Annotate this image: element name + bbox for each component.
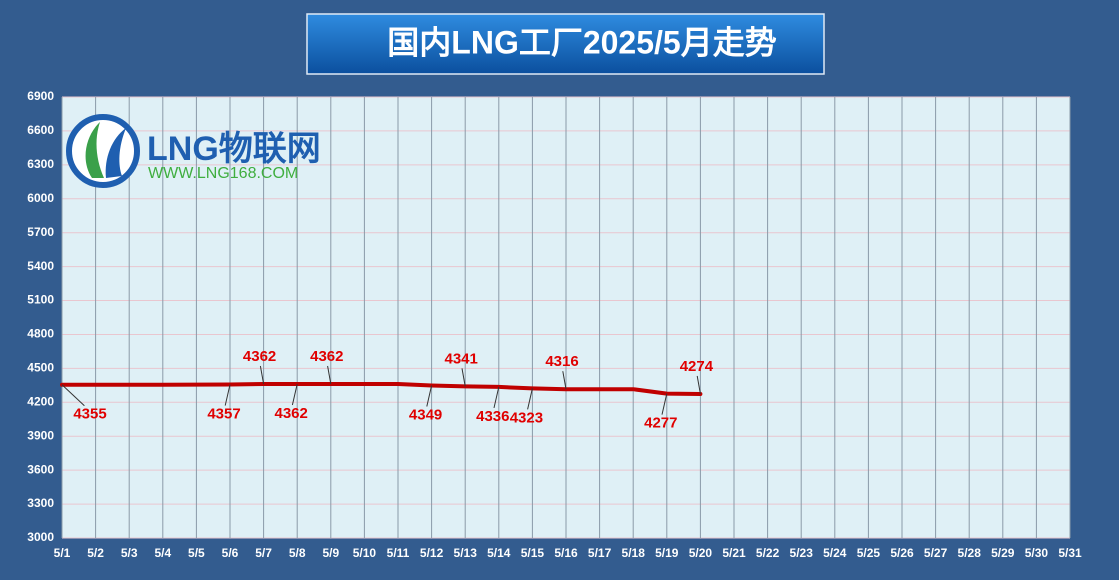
leader-line (61, 384, 85, 407)
leader-line (327, 365, 332, 385)
x-tick-label: 5/27 (924, 546, 948, 560)
x-tick-label: 5/23 (790, 546, 814, 560)
data-label: 4341 (445, 350, 478, 367)
x-tick-label: 5/11 (387, 546, 410, 560)
data-label: 4362 (310, 348, 343, 365)
y-tick-label: 3900 (27, 428, 54, 442)
x-tick-label: 5/7 (255, 546, 272, 560)
logo-url: WWW.LNG168.COM (148, 165, 298, 182)
y-tick-label: 4500 (27, 361, 54, 375)
data-label: 4355 (73, 406, 106, 423)
data-label: 4316 (545, 353, 578, 370)
x-tick-label: 5/18 (622, 546, 646, 560)
x-tick-label: 5/26 (890, 546, 914, 560)
x-tick-label: 5/14 (487, 546, 511, 560)
title-box (306, 13, 825, 75)
logo: LNG物联网 WWW.LNG168.COM (66, 114, 321, 188)
x-tick-label: 5/5 (188, 546, 205, 560)
x-tick-label: 5/31 (1058, 546, 1082, 560)
leader-line (224, 384, 231, 406)
y-tick-label: 5700 (27, 225, 54, 239)
x-tick-label: 5/10 (353, 546, 377, 560)
x-tick-label: 5/12 (420, 546, 444, 560)
data-label: 4349 (409, 406, 442, 423)
y-tick-label: 6900 (27, 89, 54, 103)
logo-ring (66, 114, 140, 188)
leader-line (493, 386, 500, 409)
y-tick-label: 6000 (27, 191, 54, 205)
y-tick-label: 4800 (27, 327, 54, 341)
y-tick-label: 6600 (27, 123, 54, 137)
y-tick-label: 5400 (27, 259, 54, 273)
data-label: 4362 (243, 348, 276, 365)
chart-title: 国内LNG工厂2025/5月走势 (387, 24, 776, 60)
x-tick-label: 5/17 (588, 546, 612, 560)
x-tick-label: 5/21 (722, 546, 746, 560)
logo-text: LNG物联网 (147, 130, 321, 168)
x-tick-label: 5/3 (121, 546, 138, 560)
data-label: 4362 (275, 405, 308, 422)
y-tick-label: 3000 (27, 530, 54, 544)
y-tick-label: 6300 (27, 157, 54, 171)
x-tick-label: 5/1 (54, 546, 71, 560)
y-tick-label: 3300 (27, 496, 54, 510)
x-tick-label: 5/6 (222, 546, 239, 560)
leader-line (259, 365, 265, 385)
x-tick-label: 5/28 (958, 546, 982, 560)
logo-leaf (85, 122, 104, 178)
leader-line (562, 371, 567, 390)
x-tick-label: 5/13 (454, 546, 478, 560)
x-tick-label: 5/24 (823, 546, 847, 560)
x-tick-label: 5/20 (689, 546, 713, 560)
x-tick-label: 5/15 (521, 546, 545, 560)
x-tick-label: 5/8 (289, 546, 306, 560)
data-label: 4274 (680, 358, 714, 375)
x-tick-label: 5/25 (857, 546, 881, 560)
data-label: 4277 (644, 415, 677, 432)
x-tick-label: 5/16 (554, 546, 578, 560)
x-tick-label: 5/2 (87, 546, 104, 560)
leader-line (461, 368, 466, 387)
x-tick-label: 5/19 (655, 546, 679, 560)
data-label: 4323 (510, 409, 543, 426)
x-tick-label: 5/4 (154, 546, 171, 560)
data-label: 4357 (207, 406, 240, 423)
y-tick-label: 5100 (27, 293, 54, 307)
x-tick-label: 5/9 (322, 546, 339, 560)
leader-line (661, 393, 668, 415)
x-tick-label: 5/30 (1025, 546, 1049, 560)
leader-line (696, 375, 701, 395)
x-tick-label: 5/29 (991, 546, 1015, 560)
y-tick-label: 3600 (27, 462, 54, 476)
x-tick-label: 5/22 (756, 546, 780, 560)
y-tick-label: 4200 (27, 394, 54, 408)
leader-line (291, 383, 298, 406)
leader-line (426, 385, 433, 407)
data-label: 4336 (476, 408, 509, 425)
leader-line (527, 388, 533, 410)
series-line (60, 381, 703, 396)
logo-leaf (105, 128, 126, 178)
